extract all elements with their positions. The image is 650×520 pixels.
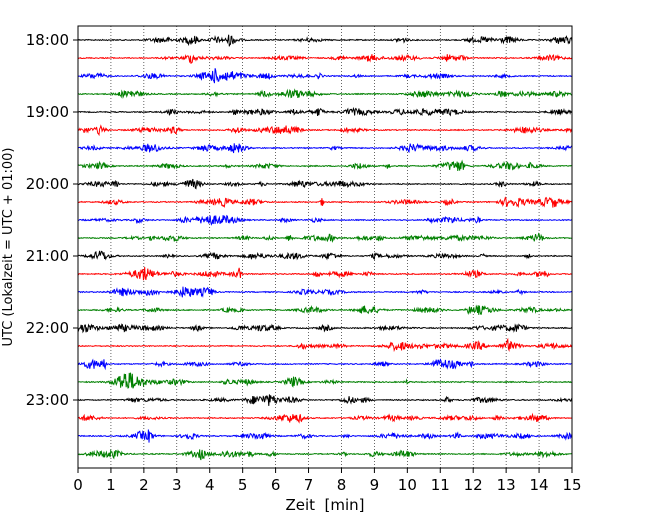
- x-tick-label: 11: [431, 476, 450, 494]
- seismogram-trace: [77, 178, 573, 190]
- y-tick-label: 22:00: [26, 319, 69, 337]
- seismogram-trace: [77, 250, 573, 261]
- x-tick-label: 3: [172, 476, 182, 494]
- seismogram-trace: [77, 429, 573, 443]
- x-axis-label: Zeit [min]: [285, 496, 364, 514]
- seismogram-traces: [77, 34, 573, 461]
- seismogram-trace: [77, 68, 573, 84]
- plot-frame: [77, 25, 573, 469]
- x-tick-label: 10: [398, 476, 417, 494]
- x-tick-label: 14: [530, 476, 549, 494]
- seismogram-trace: [77, 267, 573, 281]
- seismogram-trace: [77, 412, 573, 424]
- x-tick-label: 0: [73, 476, 83, 494]
- seismogram-trace: [77, 358, 573, 371]
- seismogram-trace: [77, 142, 573, 154]
- x-tick-label: 7: [304, 476, 314, 494]
- y-tick-label: 21:00: [26, 247, 69, 265]
- x-tick-label: 4: [205, 476, 215, 494]
- seismogram-trace: [77, 304, 573, 316]
- x-tick-label: 6: [271, 476, 281, 494]
- seismogram-trace: [77, 106, 573, 117]
- seismogram-trace: [77, 286, 573, 298]
- seismogram-trace: [77, 372, 573, 389]
- seismogram-trace: [77, 448, 573, 461]
- seismogram-trace: [77, 196, 573, 209]
- x-tick-label: 2: [139, 476, 149, 494]
- seismogram-trace: [77, 232, 573, 243]
- x-tick-label: 13: [497, 476, 516, 494]
- seismogram-trace: [77, 323, 573, 334]
- seismogram-trace: [77, 159, 573, 172]
- seismogram-trace: [77, 34, 573, 47]
- x-tick-label: 12: [464, 476, 483, 494]
- x-tick-label: 15: [562, 476, 581, 494]
- y-axis-label: UTC (Lokalzeit = UTC + 01:00): [1, 148, 16, 347]
- seismogram-trace: [77, 124, 573, 137]
- y-tick-label: 18:00: [26, 31, 69, 49]
- x-tick-label: 8: [337, 476, 347, 494]
- y-tick-label: 23:00: [26, 391, 69, 409]
- seismogram-trace: [77, 337, 573, 353]
- vertical-grid: [110, 26, 540, 468]
- x-tick-label: 1: [106, 476, 116, 494]
- y-tick-label: 20:00: [26, 175, 69, 193]
- seismogram-trace: [77, 214, 573, 226]
- seismogram-trace: [77, 53, 573, 65]
- y-tick-label: 19:00: [26, 103, 69, 121]
- x-axis: 0 1 2 3 4 5 6 7 8 9 10 11 12 13 14 15: [73, 468, 582, 494]
- seismogram-trace: [77, 394, 573, 406]
- x-tick-label: 9: [370, 476, 380, 494]
- x-tick-label: 5: [238, 476, 248, 494]
- y-axis: 18:00 19:00 20:00 21:00 22:00 23:00: [26, 31, 78, 409]
- seismogram-trace: [77, 88, 573, 100]
